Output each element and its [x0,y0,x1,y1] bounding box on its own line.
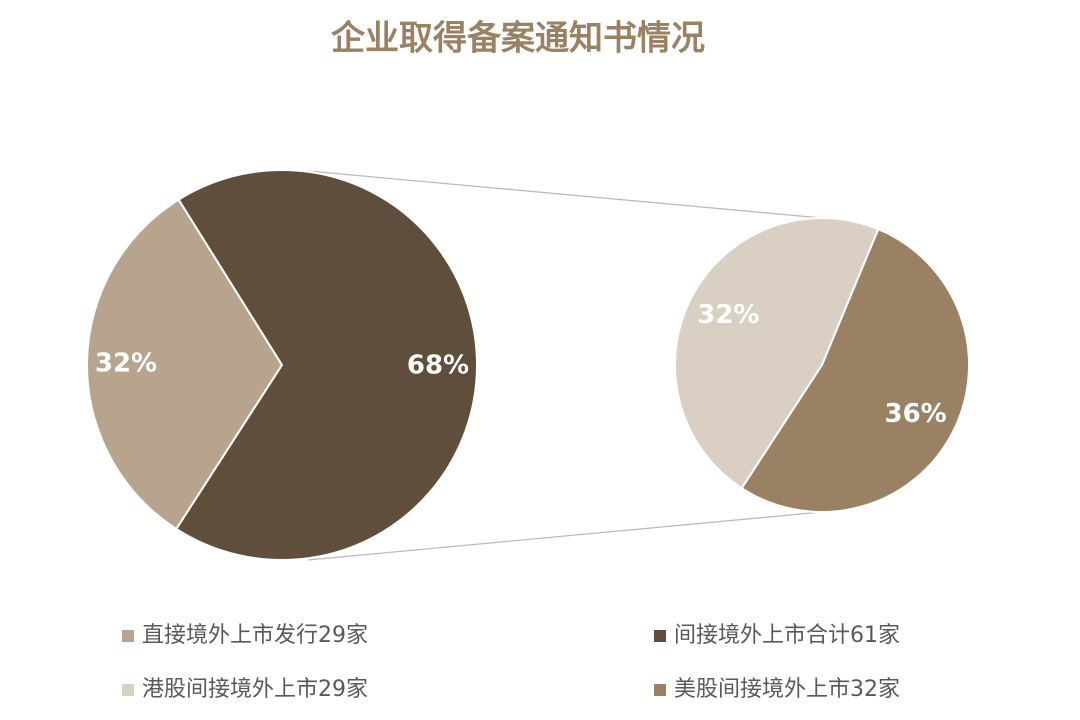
legend-label: 间接境外上市合计61家 [674,623,900,648]
legend-swatch [122,684,134,696]
value-label: 68% [407,351,469,381]
chart-title: 企业取得备案通知书情况 [331,19,705,59]
legend-label: 港股间接境外上市29家 [142,677,368,702]
connector-line [307,511,823,561]
pie-slice [674,217,880,490]
value-label: 32% [95,348,157,378]
pie-slice [86,198,284,531]
legend-label: 美股间接境外上市32家 [674,677,900,702]
value-label: 36% [885,399,947,429]
legend-label: 直接境外上市发行29家 [142,623,368,648]
legend-swatch [654,684,666,696]
value-label: 32% [697,300,759,330]
legend-swatch [654,630,666,642]
pie-slice [740,227,970,513]
pie-slice [174,169,478,561]
legend-swatch [122,630,134,642]
connector-line [307,170,823,219]
